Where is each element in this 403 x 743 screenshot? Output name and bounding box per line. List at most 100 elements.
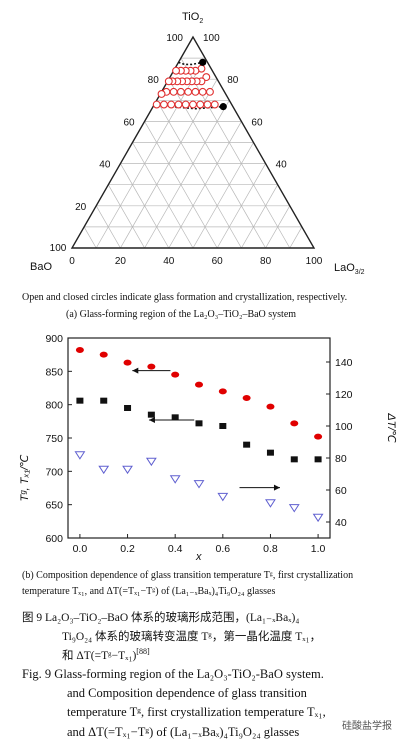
bottom-edge-tick: 20 (115, 256, 127, 267)
grid-line (156, 100, 242, 249)
glass-formation-point (198, 87, 207, 96)
tx1-point (123, 359, 132, 366)
bottom-edge-tick: 40 (163, 256, 175, 267)
y-left-tick-label: 700 (45, 466, 63, 478)
composition-chart: 0.0 0.2 0.4 0.6 0.8 1.0 600 650 700 750 800 850 900 4… (19, 333, 397, 563)
tx1-point (218, 388, 227, 395)
ternary-diagram: TiO2 BaO LaO3/2 100 80 60 40 20 100 80 60 40 0 20 4… (30, 11, 365, 276)
glass-formation-point (172, 66, 181, 75)
tg-point (314, 456, 322, 463)
chart-axes: 0.0 0.2 0.4 0.6 0.8 1.0 600 650 700 750 800 850 900 4… (45, 333, 352, 555)
tx1-point (314, 433, 323, 440)
tx1-point (195, 381, 203, 388)
caption-en-line1: Fig. 9 Glass-forming region of the La₂O₃… (22, 667, 324, 681)
left-edge-tick: 80 (148, 75, 160, 86)
glass-formation-point (164, 77, 173, 86)
ternary-tick-labels: 100 80 60 40 20 100 80 60 40 0 20 40 60 80 100 100 (50, 33, 323, 267)
left-edge-tick: 100 (166, 33, 183, 44)
right-edge-tick: 100 (203, 33, 220, 44)
caption-en-line4: and ΔT(=Tₓ₁−Tᵍ) of (La₁₋ₓBaₓ)₄Ti₉O₂₄ gla… (67, 725, 300, 739)
tg-point (195, 420, 203, 427)
delta-t-point (312, 513, 324, 523)
y-right-axis-label: ΔT/℃ (385, 412, 397, 443)
y-right-tick-label: 80 (335, 453, 347, 465)
tg-point (219, 423, 227, 429)
glass-formation-point (189, 100, 197, 109)
delta-t-point (145, 457, 157, 467)
ternary-points (152, 58, 227, 111)
tx1-point (171, 371, 180, 378)
delta-t-point (193, 480, 205, 489)
caption-zh-line2: Ti₉O₂₄ 体系的玻璃转变温度 Tᵍ，第一晶化温度 Tₓ₁， (62, 631, 322, 643)
y-left-tick-label: 650 (45, 500, 63, 512)
watermark: 硅酸盐学报 (339, 716, 395, 733)
delta-t-point (74, 451, 86, 460)
apex-top-label: TiO2 (182, 11, 203, 25)
region-boundary (178, 61, 203, 66)
y-right-tick-label: 100 (335, 421, 353, 433)
bottom-edge-tick: 0 (69, 256, 75, 267)
glass-formation-point (160, 100, 168, 109)
grid-line (216, 163, 266, 249)
crystallization-point (199, 58, 207, 66)
tg-point (243, 441, 251, 448)
tg-point (147, 411, 155, 418)
tg-point (290, 456, 298, 463)
y-left-tick-label: 750 (45, 433, 63, 445)
glass-formation-point (174, 100, 183, 109)
bottom-edge-tick: 100 (306, 256, 323, 267)
y-right-tick-label: 40 (335, 517, 347, 529)
caption-en-line3: temperature Tᵍ, first crystallization te… (67, 705, 326, 719)
tx1-point (75, 347, 84, 353)
tx1-point (242, 395, 251, 401)
chart-caption: (b) Composition dependence of glass tran… (22, 570, 354, 597)
y-right-tick-label: 140 (335, 357, 353, 369)
y-left-tick-label: 600 (45, 533, 63, 545)
left-edge-tick: 20 (75, 202, 87, 213)
apex-left-label: BaO (30, 261, 52, 273)
apex-right-label: LaO3/2 (334, 262, 365, 276)
delta-t-point (217, 492, 229, 502)
grid-line (241, 184, 279, 249)
glass-formation-point (176, 87, 185, 96)
grid-line (107, 184, 145, 249)
tg-point (100, 397, 108, 404)
delta-t-axis-arrow-head (273, 484, 280, 491)
glass-formation-point (167, 100, 176, 109)
caption-en-line2: and Composition dependence of glass tran… (67, 686, 307, 700)
right-edge-tick: 80 (227, 75, 239, 86)
y-right-tick-label: 120 (335, 389, 353, 401)
caption-zh-line3: 和 ΔT(=Tᵍ−Tₓ₁)[88] (62, 647, 150, 662)
glass-formation-point (184, 87, 193, 96)
bottom-edge-tick: 60 (212, 256, 224, 267)
glass-formation-point (152, 100, 161, 109)
grid-line (144, 100, 230, 249)
delta-t-point (169, 475, 181, 484)
caption-zh-line1: 图 9 La₂O₃–TiO₂–BaO 体系的玻璃形成范围，(La₁₋ₓBaₓ)₄ (22, 612, 300, 624)
tg-point (266, 449, 274, 456)
tx1-axis-arrow-head (132, 367, 139, 374)
tg-point (124, 405, 132, 411)
bottom-left-tick: 100 (50, 243, 67, 254)
tx1-point (99, 351, 108, 358)
x-tick-label: 1.0 (311, 543, 326, 555)
tx1-point (147, 363, 156, 370)
grid-line (132, 142, 194, 249)
glass-formation-point (210, 100, 219, 109)
right-edge-tick: 40 (276, 160, 288, 171)
tg-point (76, 397, 84, 404)
grid-line (180, 57, 291, 249)
glass-formation-point (181, 100, 190, 109)
plot-frame (67, 337, 331, 539)
grid-line (120, 163, 170, 249)
crystallization-point (219, 103, 227, 111)
glass-formation-point (205, 87, 214, 96)
delta-t-point (265, 499, 276, 508)
ternary-frame (70, 35, 316, 249)
tx1-point (266, 403, 275, 410)
grid-line (95, 57, 206, 249)
right-edge-tick: 60 (251, 117, 263, 128)
bottom-edge-tick: 80 (260, 256, 272, 267)
glass-formation-point (196, 100, 205, 109)
grid-line (83, 226, 97, 249)
